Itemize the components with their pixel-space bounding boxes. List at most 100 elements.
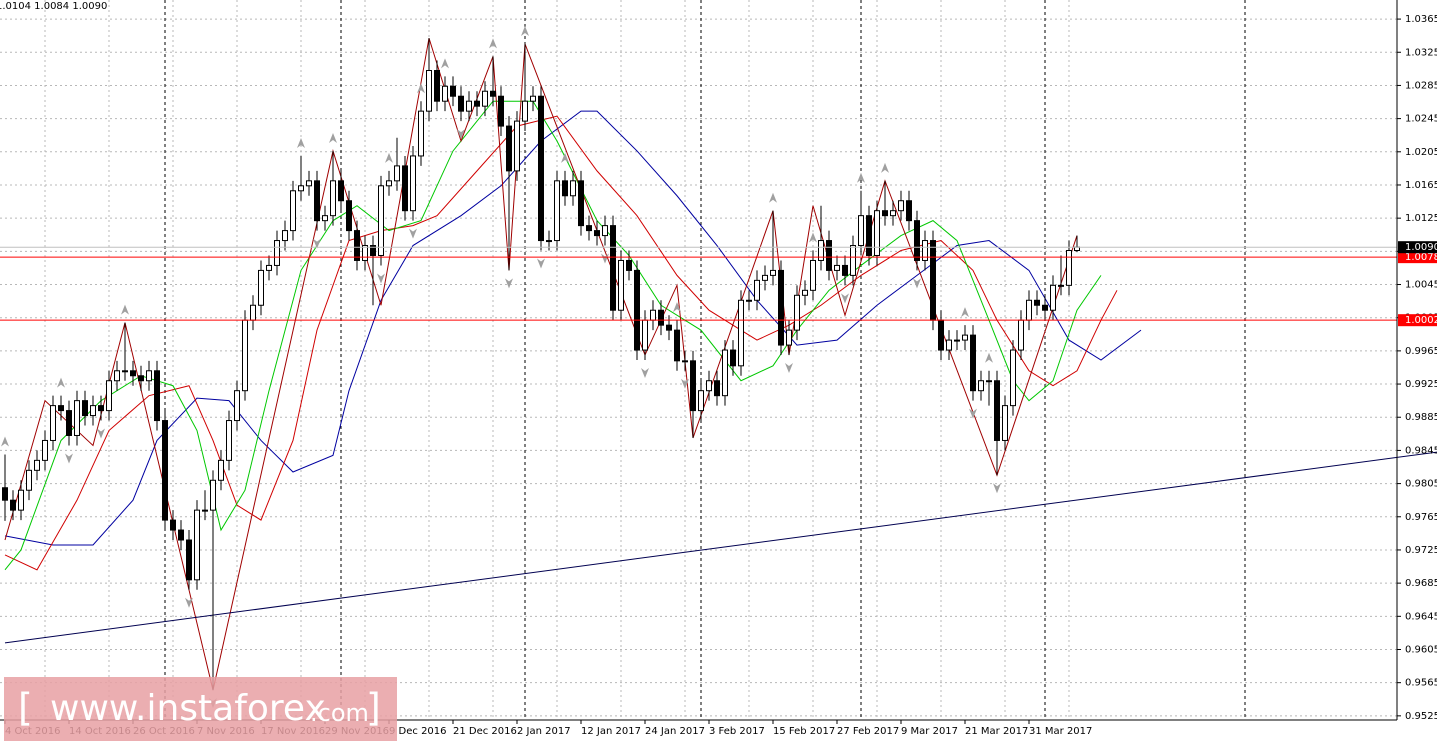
candle-body: [786, 329, 792, 346]
candle-body: [522, 100, 528, 122]
candle-body: [370, 245, 376, 256]
candle-body: [946, 339, 952, 351]
candle-body: [90, 405, 96, 417]
fractal-up: [881, 162, 889, 173]
candle-body: [282, 230, 288, 242]
candle-body: [194, 509, 200, 581]
candle-body: [866, 215, 872, 256]
candle-body: [1050, 284, 1056, 311]
x-tick-label: 24 Jan 2017: [645, 726, 705, 737]
y-tick-label: 0.9805: [1405, 479, 1437, 490]
candle-body: [1058, 284, 1064, 287]
x-tick-label: 2 Jan 2017: [517, 726, 571, 737]
candle-body: [842, 264, 848, 276]
fractal-down: [377, 273, 385, 284]
candle-body: [322, 215, 328, 222]
grid: [0, 0, 1397, 720]
fractal-up: [121, 304, 129, 315]
candle-body: [490, 90, 496, 97]
plot: [0, 25, 1437, 709]
candle-body: [98, 405, 104, 412]
candle-body: [26, 469, 32, 491]
candle-body: [394, 165, 400, 182]
candle-body: [834, 264, 840, 271]
candle-body: [746, 299, 752, 302]
fractal-down: [681, 378, 689, 389]
candle-body: [122, 370, 128, 373]
candle-body: [594, 230, 600, 237]
y-tick-label: 1.0365: [1405, 14, 1437, 25]
candle-body: [218, 459, 224, 481]
candle-body: [354, 230, 360, 261]
candle-body: [1010, 349, 1016, 407]
candle-body: [186, 539, 192, 581]
watermark-text: www.instaforex: [50, 688, 326, 729]
candle-body: [10, 499, 16, 511]
candle-body: [890, 210, 896, 217]
candle-body: [674, 329, 680, 362]
indicator-line: [4, 110, 1142, 546]
candle-body: [602, 225, 608, 237]
x-tick-label: 12 Jan 2017: [581, 726, 641, 737]
candle-body: [882, 210, 888, 217]
fractal-up: [521, 25, 529, 36]
fractal-down: [785, 363, 793, 374]
y-tick-label: 1.0165: [1405, 180, 1437, 191]
x-tick-label: 15 Feb 2017: [773, 726, 835, 737]
candle-body: [514, 120, 520, 172]
fractal-up: [1, 436, 9, 447]
candle-body: [274, 240, 280, 266]
candle-body: [770, 269, 776, 276]
candle-body: [154, 370, 160, 422]
candle-body: [626, 259, 632, 271]
x-tick-label: 9 Dec 2016: [389, 726, 447, 737]
candle-body: [386, 180, 392, 187]
fractal-up: [329, 132, 337, 143]
candle-body: [690, 360, 696, 412]
candle-body: [314, 180, 320, 222]
watermark-bracket: [: [18, 686, 33, 730]
candle-body: [1034, 299, 1040, 306]
candle-body: [778, 269, 784, 346]
candle-body: [442, 85, 448, 102]
candle-body: [474, 100, 480, 107]
candle-body: [362, 245, 368, 261]
candle-body: [906, 200, 912, 222]
candle-body: [74, 400, 80, 436]
y-tick-label: 0.9525: [1405, 711, 1437, 722]
last-price-box: [1398, 241, 1437, 254]
candle-body: [1026, 299, 1032, 321]
candle-body: [554, 180, 560, 242]
y-tick-label: 1.0285: [1405, 80, 1437, 91]
candle-body: [42, 439, 48, 461]
candle-body: [714, 380, 720, 397]
fractal-down: [313, 238, 321, 249]
candle-body: [1002, 405, 1008, 441]
y-tick-label: 1.0325: [1405, 47, 1437, 58]
candle-body: [938, 319, 944, 351]
candle-body: [58, 405, 64, 412]
candle-body: [738, 299, 744, 367]
fractal-up: [57, 377, 65, 388]
candle-body: [546, 240, 552, 243]
candle-body: [418, 110, 424, 157]
y-tick-label: 1.0245: [1405, 114, 1437, 125]
candle-body: [586, 225, 592, 232]
candle-body: [650, 309, 656, 321]
candle-body: [610, 225, 616, 311]
fractal-up: [809, 232, 817, 243]
candle-body: [994, 380, 1000, 441]
candle-body: [562, 180, 568, 197]
y-tick-label: 0.9885: [1405, 412, 1437, 423]
candle-body: [682, 360, 688, 363]
candle-body: [634, 269, 640, 351]
candle-body: [298, 185, 304, 192]
candle-body: [794, 294, 800, 331]
candle-body: [34, 459, 40, 471]
candle-body: [330, 180, 336, 217]
candle-body: [290, 190, 296, 232]
candle-body: [730, 349, 736, 367]
candle-body: [706, 380, 712, 392]
candle-body: [482, 90, 488, 107]
